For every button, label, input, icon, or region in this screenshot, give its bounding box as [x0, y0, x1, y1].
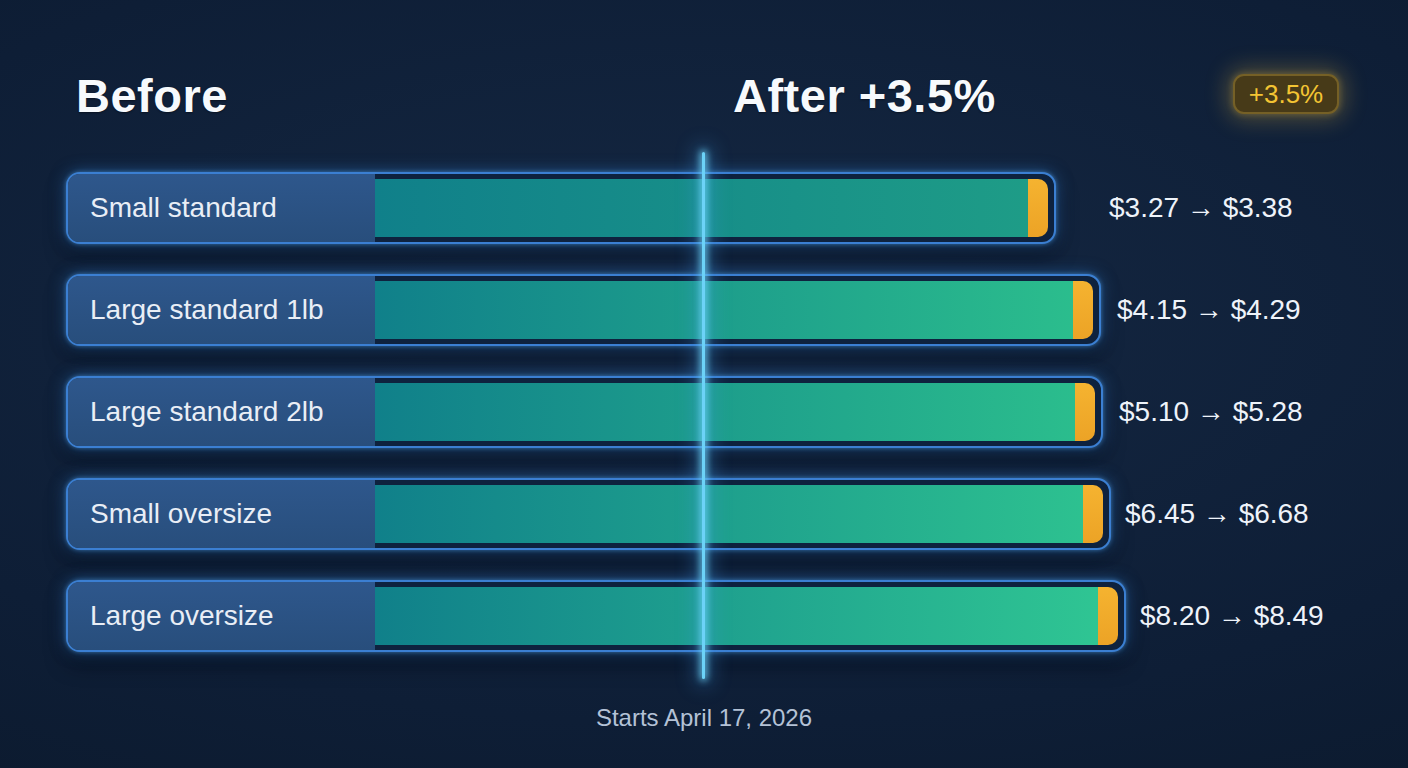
price-bar — [375, 587, 1098, 645]
bar-track — [375, 179, 1048, 237]
category-label: Large oversize — [90, 600, 274, 632]
category-label: Large standard 2lb — [90, 396, 324, 428]
price-change-text: $5.10 → $5.28 — [1119, 396, 1303, 428]
category-label-panel: Small oversize — [68, 480, 375, 548]
category-label-panel: Large oversize — [68, 582, 375, 650]
price-rows: Small standard $3.27 → $3.38 Large stand… — [66, 172, 1126, 682]
bar-track — [375, 587, 1118, 645]
category-label-panel: Large standard 1lb — [68, 276, 375, 344]
price-bar — [375, 383, 1075, 441]
price-row-large-oversize: Large oversize $8.20 → $8.49 — [66, 580, 1126, 652]
price-row-large-standard-1lb: Large standard 1lb $4.15 → $4.29 — [66, 274, 1101, 346]
category-label-panel: Small standard — [68, 174, 375, 242]
price-row-small-standard: Small standard $3.27 → $3.38 — [66, 172, 1056, 244]
price-change-text: $4.15 → $4.29 — [1117, 294, 1301, 326]
category-label: Small oversize — [90, 498, 272, 530]
effective-date-note: Starts April 17, 2026 — [0, 704, 1408, 732]
bar-track — [375, 485, 1103, 543]
increase-tip — [1098, 587, 1118, 645]
increase-badge: +3.5% — [1233, 74, 1339, 114]
price-row-large-standard-2lb: Large standard 2lb $5.10 → $5.28 — [66, 376, 1103, 448]
price-change-text: $8.20 → $8.49 — [1140, 600, 1324, 632]
increase-tip — [1028, 179, 1048, 237]
bar-track — [375, 383, 1095, 441]
price-bar — [375, 281, 1073, 339]
price-row-small-oversize: Small oversize $6.45 → $6.68 — [66, 478, 1111, 550]
bar-track — [375, 281, 1093, 339]
price-change-text: $6.45 → $6.68 — [1125, 498, 1309, 530]
category-label-panel: Large standard 2lb — [68, 378, 375, 446]
price-change-text: $3.27 → $3.38 — [1109, 192, 1293, 224]
increase-tip — [1073, 281, 1093, 339]
increase-tip — [1075, 383, 1095, 441]
before-after-divider-line — [702, 152, 705, 679]
category-label: Small standard — [90, 192, 277, 224]
after-title: After +3.5% — [733, 68, 996, 123]
price-bar — [375, 485, 1083, 543]
increase-tip — [1083, 485, 1103, 543]
category-label: Large standard 1lb — [90, 294, 324, 326]
before-title: Before — [76, 68, 228, 123]
